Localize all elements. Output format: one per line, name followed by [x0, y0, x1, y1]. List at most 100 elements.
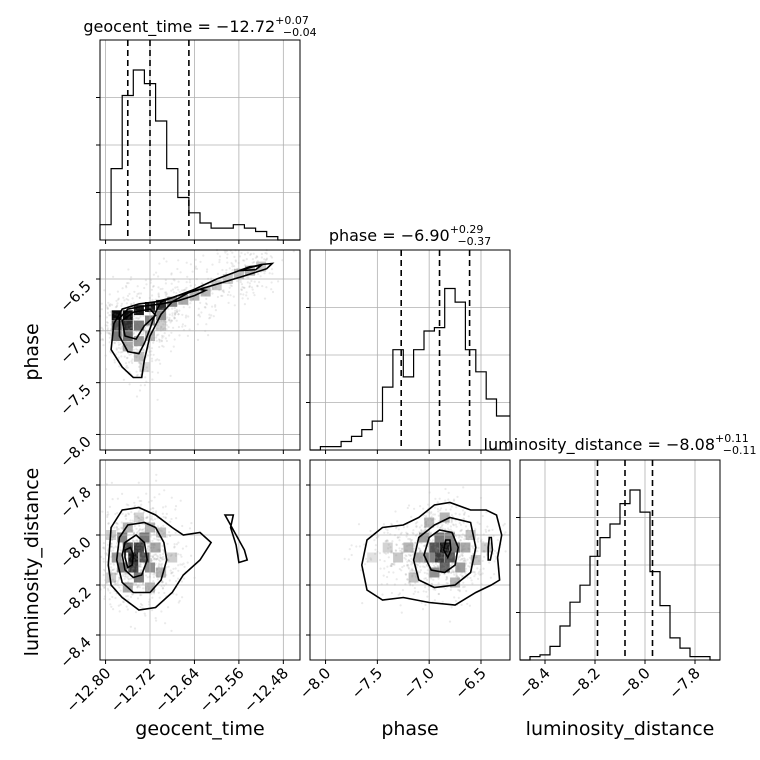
sample-point: [503, 522, 506, 526]
sample-point: [220, 294, 223, 297]
sample-point: [431, 555, 434, 558]
sample-point: [117, 528, 120, 531]
sample-point: [146, 585, 149, 588]
sample-point: [460, 549, 463, 553]
sample-point: [478, 522, 481, 526]
sample-point: [138, 529, 141, 532]
sample-point: [121, 327, 124, 330]
sample-point: [163, 576, 166, 579]
sample-point: [113, 337, 116, 340]
sample-point: [116, 326, 120, 329]
sample-point: [166, 542, 169, 545]
sample-point: [482, 540, 485, 543]
sample-point: [472, 571, 475, 574]
sample-point: [206, 268, 209, 271]
sample-point: [430, 559, 433, 563]
sample-point: [125, 517, 128, 521]
sample-point: [389, 564, 392, 568]
sample-point: [186, 275, 189, 278]
contour-level: [115, 521, 168, 594]
sample-point: [164, 278, 167, 282]
sample-point: [110, 566, 113, 569]
sample-point: [111, 572, 114, 575]
sample-point: [131, 326, 134, 329]
sample-point: [460, 550, 463, 553]
sample-point: [438, 573, 442, 577]
sample-point: [165, 328, 168, 331]
sample-point: [214, 305, 217, 308]
sample-point: [152, 284, 155, 288]
sample-point: [105, 553, 108, 556]
sample-point: [221, 268, 224, 272]
sample-point: [423, 518, 426, 521]
sample-point: [462, 518, 466, 521]
sample-point: [152, 339, 155, 342]
sample-point: [138, 546, 141, 549]
sample-point: [481, 514, 484, 518]
sample-point: [116, 531, 119, 534]
sample-point: [471, 582, 474, 585]
sample-point: [125, 364, 128, 367]
sample-point: [389, 551, 392, 554]
sample-point: [137, 547, 140, 550]
sample-point: [208, 317, 211, 320]
sample-point: [134, 317, 137, 320]
sample-point: [138, 292, 141, 295]
sample-point: [246, 251, 249, 254]
sample-point: [155, 567, 158, 570]
sample-point: [150, 544, 153, 547]
sample-point: [239, 281, 242, 284]
sample-point: [138, 389, 142, 392]
sample-point: [112, 555, 115, 558]
sample-point: [476, 538, 479, 541]
sample-point: [110, 351, 113, 354]
sample-point: [416, 552, 419, 556]
sample-point: [397, 528, 400, 531]
density-cell: [133, 512, 144, 523]
density-cell: [200, 286, 211, 297]
sample-point: [407, 544, 410, 547]
sample-point: [160, 585, 163, 588]
sample-point: [225, 250, 228, 253]
sample-point: [199, 301, 202, 304]
sample-point: [156, 548, 159, 552]
sample-point: [397, 593, 400, 596]
sample-point: [108, 336, 111, 339]
sample-point: [277, 280, 280, 283]
sample-point: [129, 577, 132, 581]
sample-point: [458, 590, 461, 593]
panel-frame: [309, 459, 511, 661]
sample-point: [454, 523, 457, 526]
sample-point: [135, 321, 138, 324]
sample-point: [159, 549, 162, 552]
sample-point: [494, 555, 497, 558]
sample-point: [430, 543, 433, 547]
sample-point: [153, 567, 156, 570]
sample-point: [145, 283, 148, 286]
density-cell: [128, 562, 139, 573]
sample-point: [127, 512, 130, 515]
sample-point: [138, 499, 141, 503]
sample-point: [133, 355, 136, 358]
contour-level: [442, 539, 452, 560]
sample-point: [447, 491, 450, 494]
sample-point: [106, 324, 109, 327]
sample-point: [109, 603, 112, 606]
sample-point: [482, 567, 485, 570]
sample-point: [496, 539, 499, 542]
sample-point: [146, 542, 149, 545]
histogram-layer: [99, 40, 720, 661]
sample-point: [159, 362, 162, 365]
sample-point: [188, 527, 192, 530]
sample-point: [150, 306, 153, 310]
sample-point: [270, 288, 273, 291]
sample-point: [181, 289, 184, 292]
sample-point: [195, 267, 199, 270]
sample-point: [460, 536, 463, 539]
sample-point: [444, 487, 447, 491]
sample-point: [161, 580, 165, 584]
sample-point: [165, 339, 168, 343]
sample-point: [118, 576, 121, 580]
sample-point: [466, 558, 469, 561]
sample-point: [111, 303, 114, 306]
